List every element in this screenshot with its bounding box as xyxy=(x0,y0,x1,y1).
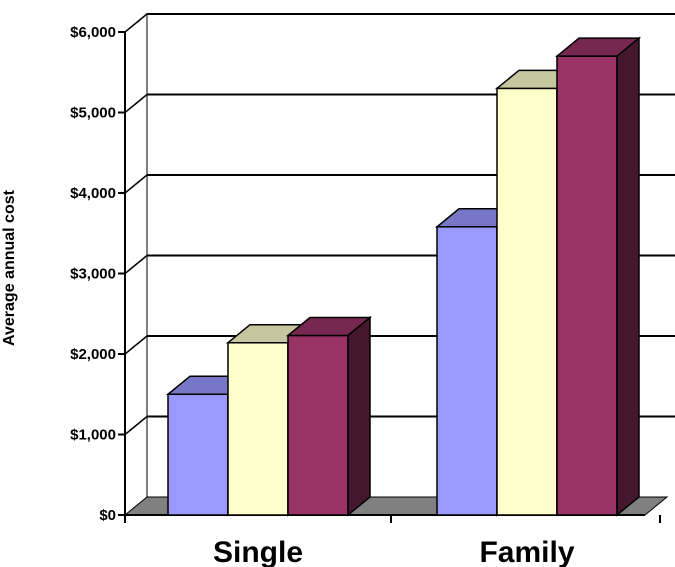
y-tick-labels: $0 $1,000 $2,000 $3,000 $4,000 $5,000 $6,000 xyxy=(70,24,116,524)
bar-front xyxy=(556,55,618,516)
gridline-side xyxy=(124,254,148,275)
bar-front xyxy=(287,334,349,516)
gridline-side xyxy=(124,335,148,355)
bars xyxy=(165,36,642,517)
bar xyxy=(554,36,642,517)
y-tick-label: $3,000 xyxy=(70,266,116,283)
y-tick-label: $0 xyxy=(99,507,116,524)
category-label: Single xyxy=(213,536,303,567)
bar-side xyxy=(347,315,371,517)
y-tick-label: $6,000 xyxy=(70,24,116,41)
gridline-side xyxy=(124,93,148,114)
y-axis-label: Average annual cost xyxy=(1,189,18,346)
bar-front xyxy=(167,393,229,516)
bar xyxy=(285,315,373,517)
gridline-side xyxy=(124,174,148,194)
y-tick-label: $1,000 xyxy=(70,427,116,444)
bar-front xyxy=(496,87,558,516)
bar-front xyxy=(436,226,498,516)
y-tick-label: $2,000 xyxy=(70,346,116,363)
gridline-side xyxy=(124,415,148,436)
y-tick-label: $4,000 xyxy=(70,185,116,202)
category-labels: Single Family xyxy=(213,536,575,567)
gridline-side xyxy=(124,13,148,33)
bar-front xyxy=(227,341,289,516)
category-label: Family xyxy=(479,536,574,567)
y-tick-label: $5,000 xyxy=(70,105,116,122)
bar-side xyxy=(616,36,640,517)
